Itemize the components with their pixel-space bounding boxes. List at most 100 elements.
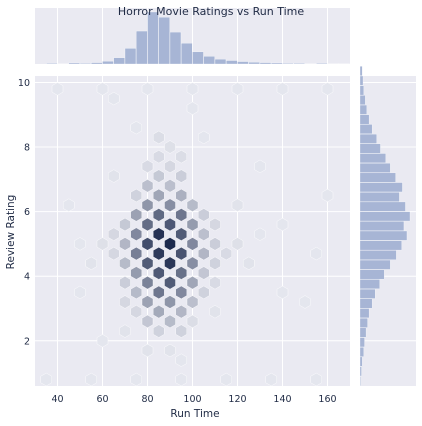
right-histogram-bar [359,192,400,202]
hexbin-cell [209,217,221,232]
hexbin-cell [175,208,188,222]
right-histogram-bar [359,211,411,222]
hexbin-cell [209,305,221,319]
hexbin-cell [175,305,188,319]
top-histogram-bar [158,17,170,65]
hexbin-cell [130,188,143,203]
hexbin-cell [197,208,210,222]
x-tick-label: 60 [96,394,108,405]
top-histogram-bar [91,62,103,65]
hexbin-cell [186,237,199,251]
top-histogram-bar [79,63,92,65]
hexbin-cell [152,188,165,203]
hexbin-cell [96,82,109,96]
hexbin-cell [175,227,188,241]
hexbin-cell [276,217,289,232]
right-histogram-bar [359,308,370,319]
top-histogram-bar [113,57,125,65]
hexbin-cell [152,150,165,164]
hexbin-cell [242,256,255,270]
top-histogram-bar [181,43,193,65]
hexbin-cell [141,256,154,270]
right-histogram-bar [359,124,373,134]
hexbin-cell [85,256,98,270]
hexbin-cell [197,266,210,280]
hexbin-cell [164,237,176,251]
hexbin-cell [152,285,165,300]
hexbin-cell [186,295,199,309]
right-histogram-bar [359,298,373,309]
hexbin-cell [175,188,188,203]
hexbin-cell [141,82,154,96]
hexbin-cell [197,130,210,145]
right-histogram-bar [359,75,364,86]
top-histogram-bar [237,61,249,65]
hexbin-cell [186,198,199,212]
top-histogram-bar [124,48,137,65]
hexbin-cell [85,372,98,387]
hexbin-cell [276,285,289,300]
right-histogram-bar [359,172,396,183]
top-histogram-bar [169,31,182,65]
top-histogram-bar [203,56,215,65]
hexbin-cell [231,82,244,96]
hexbin-cell [96,237,109,251]
right-histogram-bar [359,182,403,193]
y-tick-label: 10 [18,78,30,89]
x-tick-label: 160 [318,394,336,405]
hexbin-cell [152,169,165,183]
hexbin-cell [164,140,176,154]
hexbin-cell [107,169,120,183]
hexbin-cells [40,82,334,387]
hexbin-cell [186,101,199,115]
hexbin-cell [164,343,176,358]
hexbin-cell [119,276,131,290]
hexbin-cell [164,256,176,270]
x-tick-label: 120 [228,394,246,405]
hexbin-cell [186,276,199,290]
hexbin-cell [175,169,188,183]
hexbin-cell [141,198,154,212]
hexbin-cell [130,266,143,280]
hexbin-cell [141,314,154,329]
hexbin-cell [152,266,165,280]
y-tick-label: 6 [24,207,30,218]
hexbin-cell [107,91,120,106]
hexbin-cell [96,334,109,348]
hexbin-cell [231,198,244,212]
top-histogram-bar [214,58,227,65]
hexbin-cell [164,159,176,174]
right-histogram-bar [359,143,381,154]
right-histogram-bar [359,133,377,144]
hexbin-cell [74,285,86,300]
hexbin-cell [130,208,143,222]
right-histogram-bar [359,327,367,338]
top-histogram-bar [316,63,328,65]
top-histogram-bar [259,62,272,65]
hexbin-cell [152,227,165,241]
right-histogram-bar [359,288,376,299]
hexbin-cell [321,188,334,203]
right-histogram-bar [359,376,361,386]
hexbin-cell [254,159,266,174]
hexbin-cell [175,266,188,280]
hexbin-cell [164,217,176,232]
hexbin-cell [209,237,221,251]
top-histogram-bar [271,62,283,65]
right-histogram-bar [359,347,364,357]
hexbin-cell [141,159,154,174]
top-histogram-bar [226,60,238,65]
top-histogram-bar [46,63,58,65]
right-histogram-bar [359,201,406,212]
hexbin-cell [175,353,188,367]
hexbin-cell [175,150,188,164]
hexbin-cell [197,285,210,300]
top-histogram-bar [68,62,80,65]
hexbin-cell [74,237,86,251]
hexbin-cell [209,256,221,270]
right-histogram-bar [359,269,385,280]
hexbin-cell [107,227,120,241]
hexbin-cell [310,372,322,387]
x-tick-label: 80 [141,394,153,405]
x-tick-labels: 40 60 80 100 120 140 160 [51,394,336,405]
